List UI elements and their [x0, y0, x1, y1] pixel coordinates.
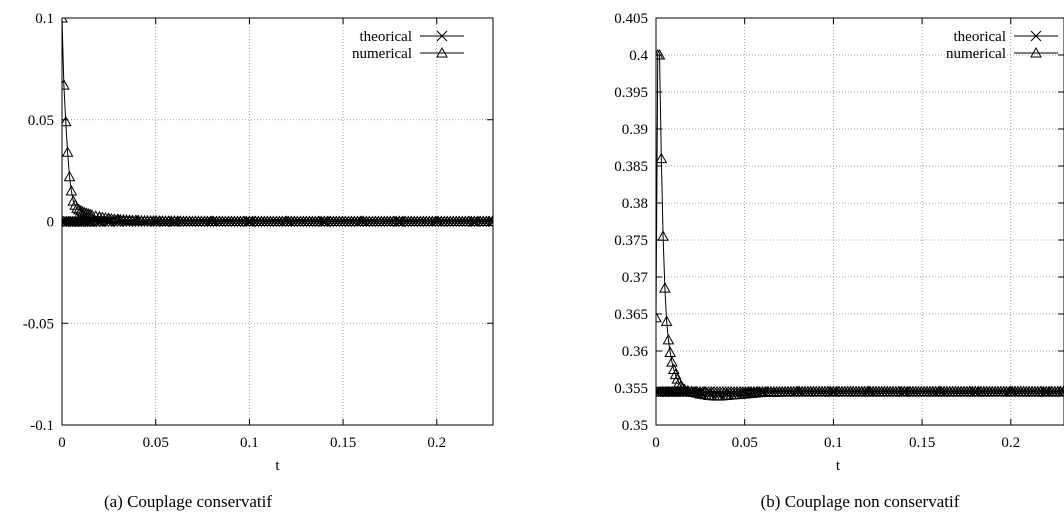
- chart-b: 0 0.05 0.1 0.15 0.2 0.35 0.355 0.36 0.365 0.37 0.3…: [614, 11, 1064, 511]
- data-point-numerical: [78, 206, 91, 218]
- y-tick-label: 0.365: [614, 307, 648, 323]
- data-point-numerical: [1058, 385, 1064, 397]
- y-tick-label: 0.35: [622, 418, 648, 434]
- data-point-numerical: [656, 311, 662, 323]
- data-point-numerical: [656, 48, 666, 60]
- data-point-numerical: [62, 79, 70, 90]
- x-tick-label: 0.2: [427, 435, 446, 451]
- x-axis-label: t: [275, 458, 280, 474]
- legend-label-theorical: theorical: [360, 29, 412, 45]
- data-point-theorical: [1058, 386, 1064, 398]
- chart-caption: (a) Couplage conservatif: [104, 492, 272, 511]
- x-tick-label: 0.1: [240, 435, 259, 451]
- data-marker-theorical: [656, 386, 662, 398]
- data-point-numerical: [666, 356, 678, 367]
- legend-label-numerical: numerical: [352, 46, 412, 62]
- x-tick-label: 0: [58, 435, 66, 451]
- data-marker-numerical: [688, 386, 701, 397]
- y-tick-label: 0: [47, 215, 55, 231]
- x-tick-label: 0.05: [143, 435, 169, 451]
- data-point-numerical: [63, 170, 76, 182]
- data-point-numerical: [89, 210, 102, 221]
- y-tick-label: -0.1: [30, 418, 54, 434]
- y-tick-label: 0.4: [629, 48, 648, 64]
- plot-area: [656, 48, 1064, 401]
- data-point-numerical: [82, 207, 95, 219]
- x-tick-label: 0.1: [824, 435, 843, 451]
- data-marker-numerical: [96, 211, 109, 223]
- data-point-numerical: [487, 215, 493, 226]
- y-tick-label: 0.36: [622, 344, 649, 360]
- data-marker-theorical: [664, 386, 676, 398]
- y-tick-label: 0.05: [28, 113, 54, 129]
- data-point-numerical: [65, 184, 78, 196]
- data-point-numerical: [80, 207, 93, 218]
- data-point-numerical: [662, 333, 675, 345]
- y-tick-label: 0.405: [614, 11, 648, 27]
- data-point-numerical: [682, 384, 694, 396]
- y-tick-label: -0.05: [23, 316, 54, 332]
- data-point-numerical: [62, 146, 74, 157]
- data-marker-theorical: [661, 386, 673, 398]
- x-tick-label: 0.15: [330, 435, 356, 451]
- plot-frame: [655, 17, 1064, 426]
- data-marker-numerical: [99, 212, 112, 223]
- data-point-numerical: [657, 230, 669, 241]
- data-marker-numerical: [694, 387, 706, 399]
- y-tick-label: 0.385: [614, 159, 648, 175]
- data-point-numerical: [84, 208, 96, 220]
- data-point-numerical: [678, 383, 691, 394]
- legend-marker-theorical: [436, 30, 448, 42]
- data-marker-numerical: [685, 385, 698, 397]
- y-tick-label: 0.395: [614, 85, 648, 101]
- data-marker-numerical: [1057, 385, 1064, 397]
- data-marker-theorical: [659, 386, 670, 398]
- x-tick-label: 0: [652, 435, 660, 451]
- data-point-numerical: [62, 115, 72, 127]
- legend-label-theorical: theorical: [954, 29, 1006, 45]
- data-point-numerical: [664, 346, 677, 357]
- y-tick-label: 0.375: [614, 233, 648, 249]
- chart-a: 0 0.05 0.1 0.15 0.2 -0.1 -0.05 0 0.05 0.1 t (a) Cou…: [23, 11, 494, 511]
- x-tick-label: 0.2: [1001, 435, 1020, 451]
- y-tick-label: 0.1: [35, 11, 54, 27]
- data-point-numerical: [660, 315, 673, 326]
- legend-marker-numerical: [436, 46, 448, 58]
- series-line-numerical: [656, 54, 1064, 397]
- y-tick-label: 0.39: [622, 122, 648, 138]
- y-tick-label: 0.355: [614, 381, 648, 397]
- data-point-numerical: [659, 282, 671, 293]
- legend-marker-numerical: [1030, 46, 1042, 58]
- data-marker-theorical: [656, 386, 665, 398]
- data-point-numerical: [669, 368, 682, 380]
- data-point-numerical: [676, 381, 689, 393]
- data-point-theorical: [62, 216, 72, 227]
- plot-area: [62, 18, 493, 227]
- data-marker-numerical: [486, 215, 493, 226]
- data-marker-theorical: [656, 386, 668, 398]
- y-tick-label: 0.37: [622, 270, 649, 286]
- legend-label-numerical: numerical: [946, 46, 1006, 62]
- x-axis-label: t: [836, 458, 841, 474]
- y-tick-label: 0.38: [622, 196, 648, 212]
- grid: [656, 18, 1064, 425]
- x-tick-label: 0.15: [909, 435, 935, 451]
- legend-marker-theorical: [1030, 30, 1042, 42]
- data-point-numerical: [656, 152, 668, 164]
- data-marker-numerical: [93, 210, 106, 222]
- chart-caption: (b) Couplage non conservatif: [761, 492, 960, 511]
- x-tick-label: 0.05: [732, 435, 758, 451]
- data-marker-numerical: [691, 387, 704, 398]
- data-point-numerical: [86, 209, 98, 220]
- grid: [62, 18, 493, 425]
- data-point-theorical: [64, 216, 75, 227]
